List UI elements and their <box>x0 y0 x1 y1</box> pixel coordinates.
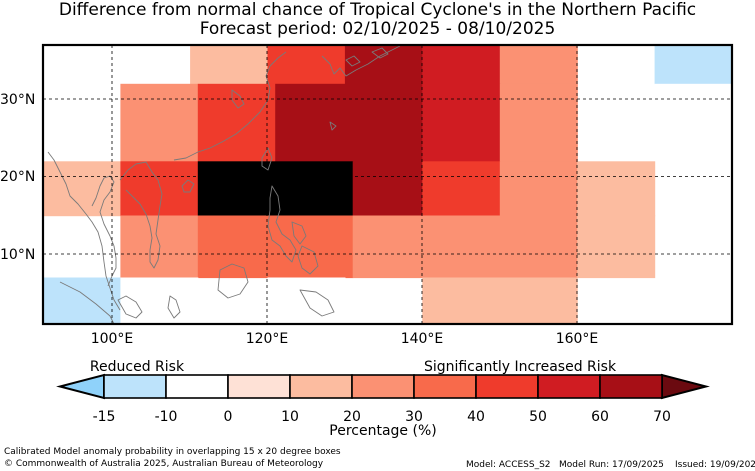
anomaly-cell <box>654 45 732 85</box>
lon-label-140e: 140°E <box>401 331 444 347</box>
anomaly-cell <box>422 83 501 162</box>
anomaly-cell <box>120 215 199 279</box>
forecast-period: Forecast period: 02/10/2025 - 08/10/2025 <box>199 19 556 39</box>
anomaly-cell <box>499 161 578 217</box>
colorbar-tick-label: 10 <box>281 409 299 425</box>
anomaly-cell <box>267 45 346 85</box>
colorbar-tick-label: 40 <box>467 409 485 425</box>
colorbar-segment <box>599 374 663 399</box>
map-title: Difference from normal chance of Tropica… <box>58 0 697 20</box>
colorbar-tick-label: 20 <box>343 409 361 425</box>
colorbar-tick-label: 60 <box>591 409 609 425</box>
colorbar-segment <box>351 374 415 399</box>
colorbar-segment <box>289 374 353 399</box>
anomaly-cell <box>654 83 732 162</box>
colorbar-axis-label: Percentage (%) <box>329 423 436 439</box>
colorbar-over-arrow <box>661 373 710 400</box>
colorbar-segment <box>413 374 477 399</box>
colorbar-segment <box>103 374 167 399</box>
anomaly-cell <box>120 83 199 162</box>
anomaly-cells <box>43 45 732 324</box>
copyright-note: © Commonwealth of Australia 2025, Austra… <box>4 459 324 469</box>
colorbar-tick-label: -15 <box>93 409 116 425</box>
anomaly-cell <box>499 45 578 85</box>
model-run-date: Model Run: 17/09/2025 <box>559 460 664 470</box>
anomaly-cell <box>197 83 276 162</box>
method-note: Calibrated Model anomaly probability in … <box>4 447 341 457</box>
anomaly-cell <box>577 215 656 279</box>
lon-label-100e: 100°E <box>91 331 134 347</box>
map-frame <box>41 43 734 326</box>
colorbar-tick-label: -10 <box>155 409 178 425</box>
coastlines <box>47 45 401 324</box>
lat-label-10n: 10°N <box>0 247 35 263</box>
colorbar-tick-label: 50 <box>529 409 547 425</box>
anomaly-cell <box>577 161 656 217</box>
colorbar-under-arrow <box>56 373 105 400</box>
anomaly-cell <box>43 45 121 85</box>
anomaly-cell <box>275 83 423 162</box>
anomaly-cell <box>344 45 423 85</box>
anomaly-cell <box>197 161 354 217</box>
anomaly-cell <box>422 45 501 85</box>
anomaly-cell <box>120 277 199 324</box>
anomaly-cell <box>422 161 501 217</box>
anomaly-cell <box>352 161 423 217</box>
increased-risk-label: Significantly Increased Risk <box>424 359 617 375</box>
colorbar-segment <box>227 374 291 399</box>
lat-label-20n: 20°N <box>0 169 35 185</box>
anomaly-cell <box>267 277 346 324</box>
colorbar-segment <box>537 374 601 399</box>
colorbar <box>56 373 710 400</box>
graticule <box>43 45 732 324</box>
lat-label-30n: 30°N <box>0 92 35 108</box>
lon-label-160e: 160°E <box>556 331 599 347</box>
anomaly-cell <box>197 215 354 279</box>
lon-label-120e: 120°E <box>246 331 289 347</box>
colorbar-tick-label: 0 <box>224 409 233 425</box>
anomaly-cell <box>422 277 578 324</box>
reduced-risk-label: Reduced Risk <box>90 359 185 375</box>
colorbar-tick-label: 30 <box>405 409 423 425</box>
model-name: Model: ACCESS_S2 <box>466 460 551 470</box>
colorbar-segment <box>165 374 229 399</box>
issued-date: Issued: 19/09/2025 <box>675 460 755 470</box>
anomaly-cell <box>352 215 578 279</box>
anomaly-cell <box>499 83 578 162</box>
colorbar-tick-label: 70 <box>653 409 671 425</box>
anomaly-cell <box>190 45 269 85</box>
anomaly-cell <box>43 161 121 217</box>
colorbar-segment <box>475 374 539 399</box>
